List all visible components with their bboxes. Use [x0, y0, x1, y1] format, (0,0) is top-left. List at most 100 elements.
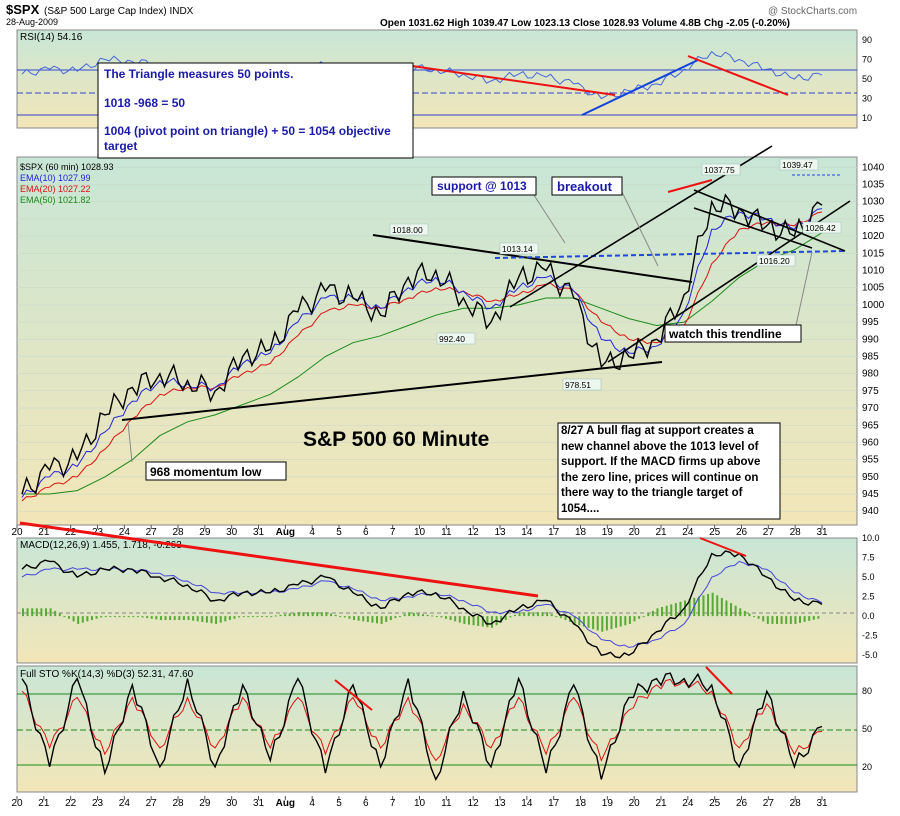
macd-hist-bar: [118, 616, 121, 618]
price-panel: 1040103510301025102010151010100510009959…: [16, 62, 885, 526]
macd-hist-bar: [201, 616, 204, 622]
macd-hist-bar: [684, 600, 687, 617]
x-tick-label: 14: [521, 527, 533, 538]
macd-hist-bar: [284, 614, 287, 617]
macd-hist-bar: [334, 614, 337, 617]
macd-hist-bar: [408, 612, 411, 617]
price-tick-label: 990: [862, 334, 879, 345]
x-tick-label: 27: [763, 527, 775, 538]
price-tick-label: 980: [862, 369, 879, 380]
price-label: 1026.42: [805, 223, 836, 233]
price-label: 1039.47: [782, 160, 813, 170]
x-tick-label: 28: [790, 798, 802, 809]
price-tick-label: 1010: [862, 265, 885, 276]
macd-tick-label: -2.5: [862, 631, 878, 641]
macd-hist-bar: [702, 595, 705, 617]
macd-hist-bar: [463, 616, 466, 624]
macd-hist-bar: [58, 613, 61, 617]
x-tick-label: 22: [65, 527, 77, 538]
support-callout-line: [531, 191, 566, 244]
price-label: 1037.75: [704, 165, 735, 175]
macd-hist-bar: [504, 616, 507, 621]
macd-hist-bar: [716, 595, 719, 617]
x-tick-label: Aug: [276, 798, 295, 809]
price-label-bg: [756, 254, 796, 267]
header-symbol: $SPX: [6, 2, 40, 17]
trendline-callout-line: [794, 251, 813, 331]
macd-tick-label: 10.0: [862, 533, 880, 543]
price-tick-label: 1025: [862, 214, 885, 225]
x-tick-label: 7: [390, 798, 396, 809]
sto-tick-label: 20: [862, 762, 872, 772]
macd-hist-bar: [302, 612, 305, 617]
macd-hist-bar: [293, 612, 296, 617]
macd-hist-bar: [49, 608, 52, 617]
macd-hist-bar: [730, 603, 733, 617]
x-tick-label: 21: [655, 527, 667, 538]
macd-hist-bar: [238, 616, 241, 618]
x-axis-top: 20212223242728293031Aug45671011121314171…: [11, 525, 828, 538]
price-tick-label: 960: [862, 437, 879, 448]
macd-hist-bar: [385, 616, 388, 622]
macd-hist-bar: [670, 604, 673, 617]
macd-hist-bar: [753, 616, 756, 618]
rsi-tick-label: 30: [862, 94, 872, 104]
support-box: [431, 176, 537, 196]
price-tick-label: 950: [862, 472, 879, 483]
macd-hist-bar: [527, 612, 530, 617]
price-tick-label: 995: [862, 317, 879, 328]
macd-hist-bar: [789, 616, 792, 624]
macd-hist-bar: [458, 616, 461, 623]
x-tick-label: 31: [816, 798, 828, 809]
macd-hist-bar: [63, 616, 66, 618]
price-tick-label: 1005: [862, 283, 885, 294]
macd-hist-bar: [31, 608, 34, 617]
price-tick-label: 970: [862, 403, 879, 414]
x-tick-label: 21: [38, 798, 50, 809]
x-tick-label: 4: [309, 798, 315, 809]
macd-hist-bar: [90, 616, 93, 621]
macd-hist-bar: [136, 616, 139, 618]
macd-hist-bar: [532, 612, 535, 617]
note-text: 8/27 A bull flag at support creates a ne…: [561, 425, 761, 515]
price-labels: 1018.00 1013.14 992.40 978.51 1037.75 1039.47…: [389, 158, 842, 391]
price-tick-label: 1035: [862, 180, 885, 191]
macd-hist-bar: [412, 612, 415, 617]
macd-hist-bar: [77, 616, 80, 624]
macd-hist-bar: [95, 616, 98, 619]
note-box: [557, 422, 781, 520]
macd-hist-bar: [808, 616, 811, 621]
price-tick-label: 1000: [862, 300, 885, 311]
macd-hist-bar: [638, 616, 641, 619]
x-tick-label: 31: [253, 798, 265, 809]
macd-hist-bar: [307, 612, 310, 617]
legend-entry: EMA(10) 1027.99: [20, 173, 91, 183]
x-tick-label: 11: [441, 527, 452, 538]
x-tick-label: 27: [763, 798, 775, 809]
macd-histogram: [22, 592, 820, 632]
price-tick-label: 1020: [862, 231, 885, 242]
macd-hist-bar: [725, 600, 728, 617]
macd-hist-bar: [389, 616, 392, 621]
x-tick-label: 4: [309, 527, 315, 538]
macd-tick-label: 2.5: [862, 592, 875, 602]
macd-hist-bar: [192, 616, 195, 621]
macd-hist-bar: [490, 616, 493, 628]
macd-hist-bar: [146, 616, 149, 619]
macd-hist-bar: [472, 616, 475, 626]
macd-hist-bar: [205, 616, 208, 623]
x-tick-label: 12: [468, 527, 480, 538]
macd-hist-bar: [619, 616, 622, 627]
triangle-box-line-2: 1018 -968 = 50: [104, 96, 185, 110]
support-line-1013: [494, 250, 846, 259]
x-tick-label: 20: [629, 527, 641, 538]
x-tick-label: 28: [172, 527, 184, 538]
macd-hist-bar: [481, 616, 484, 627]
price-label: 992.40: [439, 334, 465, 344]
x-tick-label: 24: [682, 527, 694, 538]
macd-hist-bar: [748, 613, 751, 617]
macd-hist-bar: [279, 614, 282, 617]
macd-hist-bar: [518, 612, 521, 617]
